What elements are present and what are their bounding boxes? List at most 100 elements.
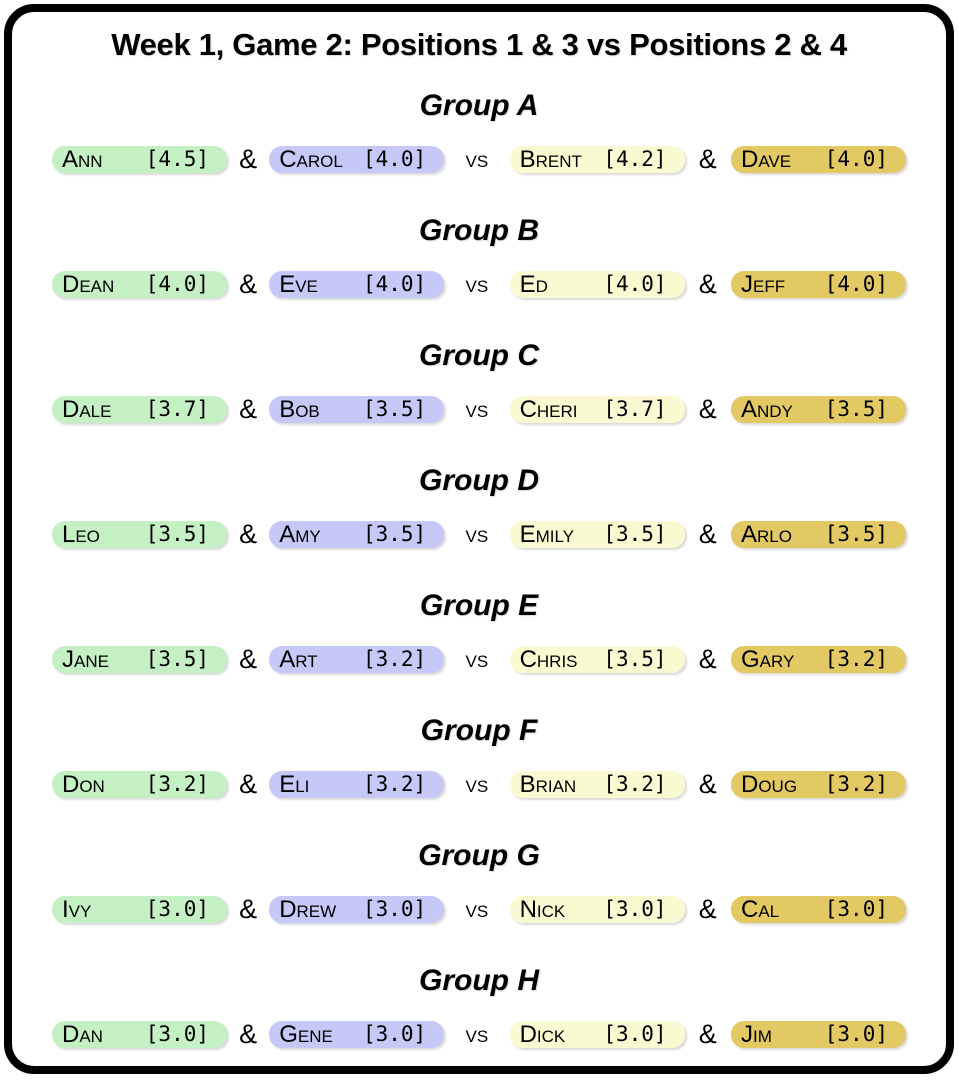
player-pill: Ivy [3.0] xyxy=(52,896,227,923)
player-rating: [3.5] xyxy=(824,397,888,421)
and-separator: & xyxy=(239,769,258,799)
player-name: Don xyxy=(62,770,105,798)
player-pill: Eli [3.2] xyxy=(269,770,445,798)
player-name: Dale xyxy=(62,395,112,423)
group-heading: Group F xyxy=(420,714,538,747)
player-rating: [3.2] xyxy=(824,772,888,796)
player-rating: [3.7] xyxy=(145,397,209,421)
player-rating: [3.0] xyxy=(603,897,667,921)
player-name: Leo xyxy=(62,520,100,548)
matchup-row: Ivy [3.0] & Drew [3.0] vs Nick [3.0] & Cal [3.0] xyxy=(12,896,946,923)
player-name: Chris xyxy=(519,645,578,673)
player-pill: Arlo [3.5] xyxy=(730,520,906,548)
player-name: Dan xyxy=(62,1020,103,1048)
player-rating: [3.5] xyxy=(824,522,888,546)
player-pill: Dale [3.7] xyxy=(52,396,227,423)
player-pill: Drew [3.0] xyxy=(269,895,445,923)
player-rating: [3.2] xyxy=(603,772,667,796)
group-section: Group B Dean [4.0] & Eve [4.0] vs Ed [4.0] & Jeff[… xyxy=(12,214,946,298)
matchup-row: Leo [3.5] & Amy [3.5] vs Emily [3.5] & Arlo [3.5] xyxy=(12,521,946,548)
and-separator: & xyxy=(698,1019,717,1049)
player-name: Nick xyxy=(519,895,566,923)
player-name: Brent xyxy=(519,145,582,173)
player-name: Dean xyxy=(62,270,115,298)
player-pill: Chris [3.5] xyxy=(509,645,685,673)
player-rating: [3.0] xyxy=(362,897,427,921)
matchup-row: Dean [4.0] & Eve [4.0] vs Ed [4.0] & Jeff [4.0] xyxy=(12,271,946,298)
and-separator: & xyxy=(698,894,717,924)
player-name: Jane xyxy=(62,645,109,673)
matchup-row: Don [3.2] & Eli [3.2] vs Brian [3.2] & Doug [3.2] xyxy=(12,771,946,798)
player-rating: [3.2] xyxy=(824,647,888,671)
player-rating: [3.5] xyxy=(145,522,209,546)
player-name: Gene xyxy=(279,1020,333,1048)
player-name: Jim xyxy=(740,1020,772,1048)
player-rating: [3.0] xyxy=(145,1022,209,1046)
player-pill: Dick [3.0] xyxy=(509,1021,685,1048)
group-section: Group G Ivy [3.0] & Drew [3.0] vs Nick [3.0] & Cal… xyxy=(12,839,946,923)
schedule-card: Week 1, Game 2: Positions 1 & 3 vs Posit… xyxy=(4,4,954,1074)
player-pill: Andy [3.5] xyxy=(730,395,906,423)
player-name: Doug xyxy=(740,770,798,798)
group-heading: Group A xyxy=(419,89,539,122)
player-rating: [3.0] xyxy=(145,897,209,921)
player-name: Eli xyxy=(279,770,310,798)
player-name: Bob xyxy=(279,395,320,423)
player-pill: Bob [3.5] xyxy=(269,395,445,423)
and-separator: & xyxy=(698,644,717,674)
vs-separator: vs xyxy=(465,520,489,548)
player-pill: Nick [3.0] xyxy=(509,895,685,923)
and-separator: & xyxy=(239,894,258,924)
player-rating: [4.5] xyxy=(145,147,209,171)
player-name: Brian xyxy=(519,770,577,798)
player-name: Amy xyxy=(279,520,321,548)
player-name: Drew xyxy=(279,895,337,923)
player-pill: Art [3.2] xyxy=(269,646,445,673)
and-separator: & xyxy=(698,769,717,799)
player-pill: Dean [4.0] xyxy=(52,271,227,298)
player-pill: Don [3.2] xyxy=(52,771,227,798)
player-pill: Brian [3.2] xyxy=(509,770,685,798)
player-rating: [3.7] xyxy=(603,397,667,421)
player-pill: Doug [3.2] xyxy=(730,770,906,798)
vs-separator: vs xyxy=(465,770,489,798)
player-pill: Cal [3.0] xyxy=(730,896,906,923)
player-rating: [3.5] xyxy=(145,647,209,671)
player-pill: Brent [4.2] xyxy=(509,145,685,173)
group-section: Group A Ann [4.5] & Carol [4.0] vs Brent [4.2] & D… xyxy=(12,89,946,173)
group-heading: Group E xyxy=(419,589,539,622)
player-pill: Eve [4.0] xyxy=(269,271,445,298)
player-name: Gary xyxy=(740,645,795,673)
groups-container: Group A Ann [4.5] & Carol [4.0] vs Brent [4.2] & D… xyxy=(12,89,946,1048)
player-name: Carol xyxy=(279,145,343,173)
player-rating: [4.0] xyxy=(145,272,209,296)
vs-separator: vs xyxy=(465,270,489,298)
and-separator: & xyxy=(239,519,258,549)
player-name: Arlo xyxy=(740,520,792,548)
group-section: Group D Leo [3.5] & Amy [3.5] vs Emily [3.5] & Arl… xyxy=(12,464,946,548)
player-rating: [3.0] xyxy=(824,897,888,921)
vs-separator: vs xyxy=(465,145,489,173)
player-rating: [3.2] xyxy=(145,772,209,796)
matchup-row: Dan [3.0] & Gene [3.0] vs Dick [3.0] & Jim [3.0] xyxy=(12,1021,946,1048)
group-section: Group C Dale [3.7] & Bob [3.5] vs Cheri [3.7] & An… xyxy=(12,339,946,423)
player-pill: Cheri [3.7] xyxy=(509,396,685,423)
player-name: Andy xyxy=(740,395,793,423)
player-pill: Dan [3.0] xyxy=(52,1021,227,1048)
player-rating: [4.0] xyxy=(362,147,427,171)
group-section: Group H Dan [3.0] & Gene [3.0] vs Dick [3.0] & Jim… xyxy=(12,964,946,1048)
player-pill: Jeff [4.0] xyxy=(730,270,906,298)
player-pill: Gene [3.0] xyxy=(269,1020,445,1048)
and-separator: & xyxy=(698,144,717,174)
matchup-row: Jane [3.5] & Art [3.2] vs Chris [3.5] & Gary [3.2] xyxy=(12,646,946,673)
vs-separator: vs xyxy=(465,895,489,923)
player-rating: [3.2] xyxy=(362,647,427,671)
player-name: Emily xyxy=(519,520,575,548)
player-pill: Leo [3.5] xyxy=(52,521,227,548)
and-separator: & xyxy=(698,269,717,299)
player-name: Jeff xyxy=(740,270,786,298)
player-pill: Jim [3.0] xyxy=(730,1020,906,1048)
player-rating: [3.5] xyxy=(362,522,427,546)
player-name: Dave xyxy=(740,145,792,173)
player-rating: [3.0] xyxy=(362,1022,427,1046)
